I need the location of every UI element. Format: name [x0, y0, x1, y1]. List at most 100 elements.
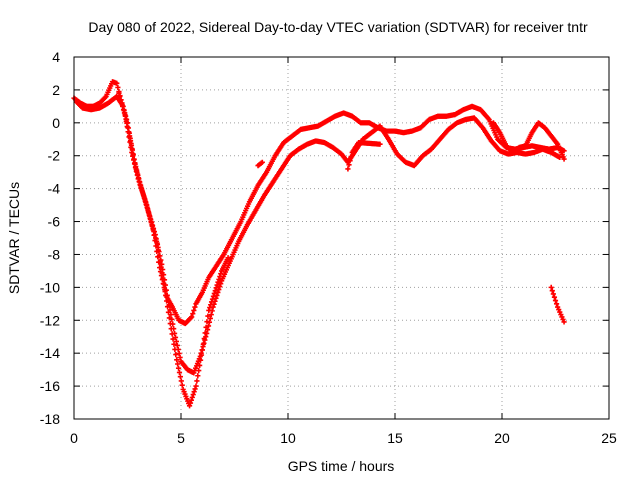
data-point [204, 319, 210, 325]
data-point [187, 400, 194, 406]
data-point [192, 386, 198, 392]
data-point [143, 202, 150, 208]
data-point [146, 212, 152, 218]
data-point [153, 238, 160, 244]
data-point [550, 291, 556, 297]
x-axis-title: GPS time / hours [288, 458, 395, 474]
data-point [189, 394, 195, 400]
data-point [189, 314, 195, 320]
data-point [188, 397, 194, 403]
data-point [140, 190, 146, 196]
data-point [548, 284, 554, 290]
data-point [154, 241, 161, 248]
data-point [156, 253, 162, 259]
series-trace-c [116, 90, 231, 409]
x-tick-label: 5 [177, 430, 185, 446]
data-point [206, 307, 212, 313]
data-point [216, 286, 222, 293]
data-point [149, 222, 155, 228]
data-point [132, 164, 139, 171]
data-point [130, 153, 136, 159]
data-point [121, 110, 128, 116]
x-tick-label: 15 [387, 430, 403, 446]
data-point [192, 304, 198, 310]
data-point [123, 118, 129, 125]
data-point [174, 357, 180, 363]
data-point [214, 282, 220, 288]
data-point [164, 304, 171, 310]
data-point [549, 288, 555, 294]
y-tick-label: 2 [52, 82, 60, 98]
data-point [122, 113, 128, 119]
data-point [191, 307, 197, 313]
x-tick-label: 25 [601, 430, 617, 446]
data-point [171, 341, 177, 347]
data-point [190, 391, 196, 398]
data-point [138, 184, 144, 190]
data-point [179, 382, 185, 388]
data-point [151, 228, 157, 235]
data-point [117, 93, 123, 100]
data-point [165, 309, 172, 315]
data-point [116, 90, 122, 96]
data-point [139, 187, 145, 193]
data-point [163, 292, 169, 298]
data-point [553, 301, 560, 307]
y-tick-label: -8 [48, 246, 61, 262]
y-tick-label: -14 [40, 345, 60, 361]
y-tick-label: -18 [40, 411, 60, 427]
data-point [348, 153, 354, 160]
data-point [174, 342, 180, 349]
data-point [118, 97, 124, 103]
data-point [193, 383, 199, 389]
series-trace-e [548, 284, 567, 325]
data-point [166, 315, 172, 321]
data-point [215, 289, 221, 296]
data-point [136, 178, 142, 185]
y-tick-label: 4 [52, 49, 60, 65]
data-point [208, 299, 215, 305]
data-point [115, 84, 121, 91]
x-tick-label: 20 [494, 430, 510, 446]
data-point [158, 264, 164, 270]
data-point [197, 362, 203, 369]
y-tick-label: -6 [48, 214, 61, 230]
data-point [175, 365, 182, 371]
data-points [71, 79, 567, 409]
data-point [203, 324, 209, 330]
data-point [208, 312, 214, 318]
data-point [217, 273, 223, 280]
data-point [131, 157, 137, 163]
data-point [131, 161, 138, 167]
data-point [150, 225, 156, 231]
data-point [177, 354, 183, 361]
y-tick-label: -12 [40, 312, 60, 328]
data-point [141, 193, 147, 199]
data-point [561, 156, 567, 162]
grid [74, 57, 609, 419]
data-point [133, 168, 139, 174]
data-point [210, 293, 217, 299]
data-point [551, 294, 558, 300]
data-point [135, 176, 141, 182]
data-point [114, 80, 120, 86]
data-point [197, 357, 204, 363]
data-point [170, 336, 176, 342]
x-tick-label: 10 [280, 430, 296, 446]
data-point [176, 369, 183, 376]
data-point [161, 281, 167, 287]
data-point [195, 373, 201, 379]
data-point [213, 285, 219, 291]
data-point [209, 296, 216, 302]
data-point [194, 378, 200, 384]
data-point [186, 403, 193, 409]
data-point [345, 166, 351, 172]
data-point [145, 209, 151, 215]
y-tick-label: -10 [40, 279, 60, 295]
data-point [198, 352, 205, 358]
data-point [201, 336, 207, 342]
data-point [125, 129, 131, 135]
data-point [168, 326, 174, 332]
data-point [147, 215, 153, 221]
data-point [169, 331, 175, 337]
